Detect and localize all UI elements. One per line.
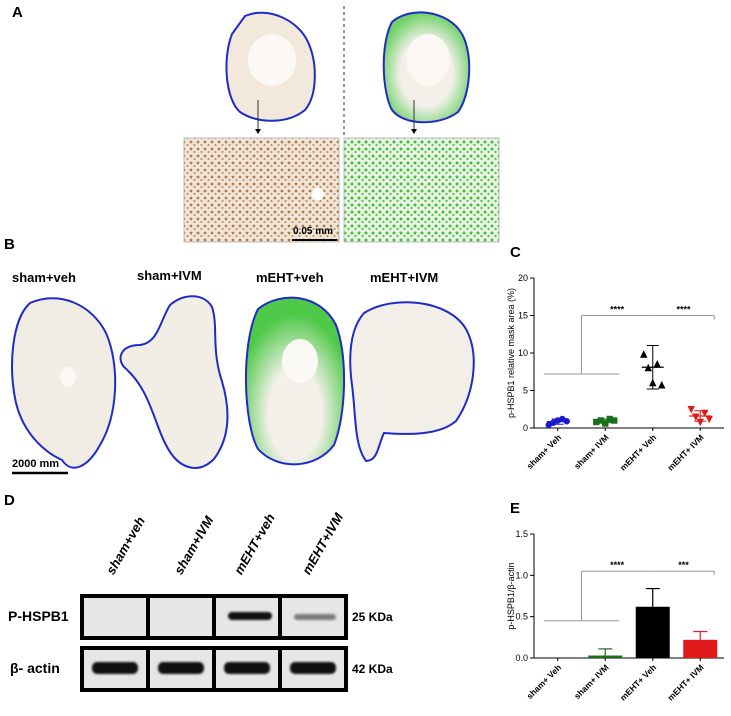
chart-e-xtick-label: mEHT+ Veh: [618, 662, 658, 702]
chart-e: 0.0 0.5 1.0 1.5 p-HSPB1/β-actin sham+ Veh sham…: [506, 529, 724, 703]
chart-c-point: [705, 415, 713, 424]
panel-d-band-meht-veh: [228, 612, 272, 620]
chart-c-xtick-label: mEHT+ IVM: [665, 432, 705, 472]
panel-d-letter: D: [4, 492, 15, 509]
chart-c-ylabel: p-HSPB1 relative mask area (%): [506, 288, 516, 418]
panel-d-row-label-phspb1: P-HSPB1: [8, 608, 69, 624]
panel-d-lane-label-4: mEHT+IVM: [299, 510, 347, 577]
chart-e-bar: [588, 655, 623, 658]
chart-c-ytick-label: 10: [518, 348, 528, 358]
panel-b-letter: B: [4, 236, 15, 253]
panel-c-letter: C: [510, 244, 521, 261]
chart-e-ytick-label: 0.0: [515, 653, 528, 663]
chart-e-ytick-label: 1.5: [515, 529, 528, 539]
chart-c-sig-label: ****: [676, 305, 691, 315]
panel-b-section-meht-ivm: [349, 301, 475, 463]
panel-a-tissue-sections: [183, 6, 500, 243]
panel-b-tissue-sections: [11, 295, 475, 475]
panel-a-micrograph-brown: [183, 137, 340, 243]
chart-e-ytick-label: 0.5: [515, 612, 528, 622]
panel-d-lane-label-2: sham+IVM: [171, 513, 217, 577]
chart-e-sig-label: ***: [678, 560, 689, 570]
chart-e-ytick-label: 1.0: [515, 570, 528, 580]
panel-b-group-label-4: mEHT+IVM: [370, 270, 439, 285]
chart-e-xtick-label: mEHT+ IVM: [665, 662, 705, 702]
panel-d-band-meht-ivm: [294, 614, 336, 620]
chart-c-sig-label: ****: [610, 305, 625, 315]
chart-e-xtick-label: sham+ IVM: [572, 662, 611, 701]
panel-b-group-label-3: mEHT+veh: [256, 270, 324, 285]
panel-d-blot-phspb1: [80, 594, 348, 640]
chart-e-bar: [635, 606, 670, 658]
chart-c-xtick-label: mEHT+ Veh: [618, 432, 658, 472]
chart-c-ytick-label: 0: [523, 423, 528, 433]
panel-e-letter: E: [510, 500, 521, 517]
panel-a-letter: A: [12, 4, 23, 21]
panel-d-lane-label-3: mEHT+veh: [231, 510, 278, 577]
chart-c: 0 5 10 15 20p-HSPB1 relative mask area (%) sh…: [506, 273, 724, 473]
chart-c-point: [640, 350, 648, 358]
panel-d-row-kda-phspb1: 25 KDa: [352, 610, 393, 624]
panel-d-lane-label-1: sham+veh: [103, 514, 148, 577]
chart-c-point: [593, 418, 600, 426]
chart-c-point: [701, 409, 709, 418]
chart-e-sig-label: ****: [610, 560, 625, 570]
chart-e-ylabel: p-HSPB1/β-actin: [506, 562, 516, 629]
chart-c-ytick-label: 15: [518, 311, 528, 321]
chart-c-xtick-label: sham+ IVM: [572, 432, 611, 471]
chart-e-xtick-label: sham+ Veh: [525, 662, 564, 701]
panel-d-row-label-actin: β- actin: [10, 660, 60, 676]
chart-c-ytick-label: 5: [523, 386, 528, 396]
chart-c-point: [687, 406, 695, 414]
panel-d-blot-actin: [80, 646, 348, 692]
panel-d-row-kda-actin: 42 KDa: [352, 662, 393, 676]
panel-b-scale-label: 2000 mm: [12, 458, 60, 470]
chart-c-point: [602, 420, 609, 427]
chart-e-bar: [683, 639, 718, 658]
chart-c-point: [696, 418, 704, 427]
panel-a-micrograph-green: [343, 137, 500, 243]
chart-c-point: [653, 360, 661, 368]
panel-b-section-sham-ivm: [119, 295, 229, 469]
chart-c-xtick-label: sham+ Veh: [525, 432, 564, 471]
panel-b-group-label-1: sham+veh: [12, 270, 76, 285]
chart-c-ytick-label: 20: [518, 273, 528, 283]
panel-b-group-label-2: sham+IVM: [137, 268, 202, 283]
panel-a-scale-label: 0.05 mm: [293, 226, 334, 237]
chart-c-point: [658, 381, 666, 389]
